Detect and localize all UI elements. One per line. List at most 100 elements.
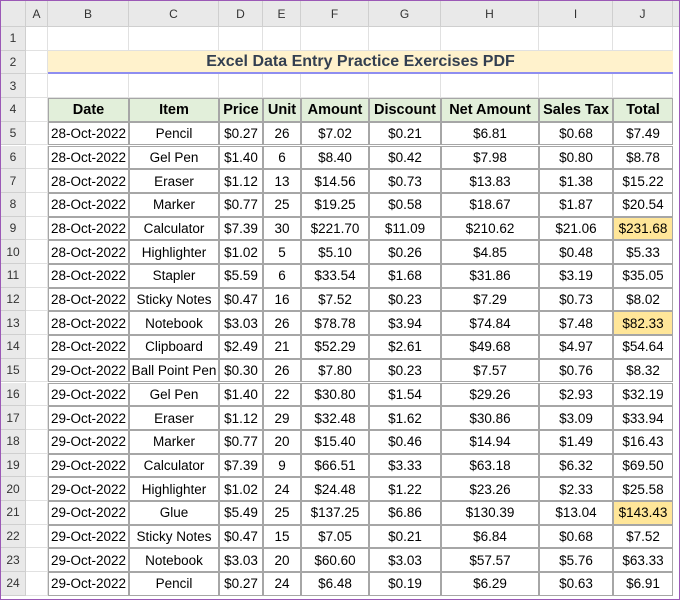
- cell[interactable]: [26, 50, 48, 75]
- cell[interactable]: [539, 27, 613, 51]
- table-cell[interactable]: 26: [263, 358, 301, 383]
- table-cell[interactable]: $2.49: [219, 335, 263, 359]
- table-cell[interactable]: $7.48: [539, 311, 613, 336]
- table-cell[interactable]: 28-Oct-2022: [48, 311, 129, 336]
- table-cell[interactable]: 28-Oct-2022: [48, 145, 129, 170]
- table-cell[interactable]: $35.05: [613, 264, 673, 288]
- table-cell[interactable]: 29-Oct-2022: [48, 548, 129, 573]
- cell[interactable]: [26, 169, 48, 193]
- table-cell[interactable]: 28-Oct-2022: [48, 240, 129, 264]
- table-cell[interactable]: $6.81: [441, 121, 539, 146]
- cell[interactable]: [26, 382, 48, 407]
- row-header[interactable]: 13: [1, 311, 26, 336]
- table-cell[interactable]: $7.57: [441, 358, 539, 383]
- table-cell[interactable]: $13.04: [539, 501, 613, 525]
- table-cell[interactable]: $5.10: [301, 240, 369, 264]
- cell[interactable]: [26, 145, 48, 170]
- table-cell[interactable]: Highlighter: [129, 477, 219, 501]
- table-cell[interactable]: $57.57: [441, 548, 539, 573]
- table-cell[interactable]: 25: [263, 192, 301, 217]
- cell[interactable]: [219, 27, 263, 51]
- table-cell[interactable]: 21: [263, 335, 301, 359]
- cell[interactable]: [219, 74, 263, 99]
- table-cell[interactable]: $74.84: [441, 311, 539, 336]
- table-cell[interactable]: $137.25: [301, 501, 369, 525]
- table-cell[interactable]: $4.85: [441, 240, 539, 264]
- table-cell[interactable]: $1.22: [369, 477, 441, 501]
- row-header[interactable]: 8: [1, 192, 26, 217]
- cell[interactable]: [441, 74, 539, 99]
- table-cell[interactable]: Marker: [129, 429, 219, 454]
- cell[interactable]: [26, 240, 48, 264]
- table-cell[interactable]: Gel Pen: [129, 382, 219, 407]
- table-cell[interactable]: $0.63: [539, 572, 613, 596]
- table-cell[interactable]: $7.02: [301, 121, 369, 146]
- table-cell[interactable]: $2.61: [369, 335, 441, 359]
- column-header[interactable]: H: [441, 1, 539, 27]
- table-cell[interactable]: $5.33: [613, 240, 673, 264]
- table-cell[interactable]: $0.77: [219, 192, 263, 217]
- table-cell[interactable]: $60.60: [301, 548, 369, 573]
- table-cell[interactable]: $1.62: [369, 406, 441, 430]
- cell[interactable]: [129, 27, 219, 51]
- table-cell[interactable]: 29: [263, 406, 301, 430]
- table-cell[interactable]: $30.86: [441, 406, 539, 430]
- table-cell[interactable]: $0.68: [539, 121, 613, 146]
- table-cell[interactable]: $6.29: [441, 572, 539, 596]
- table-cell[interactable]: 29-Oct-2022: [48, 453, 129, 478]
- table-cell[interactable]: $63.18: [441, 453, 539, 478]
- table-cell[interactable]: $63.33: [613, 548, 673, 573]
- table-cell[interactable]: $33.54: [301, 264, 369, 288]
- table-cell[interactable]: $8.78: [613, 145, 673, 170]
- table-cell[interactable]: $11.09: [369, 216, 441, 241]
- table-cell[interactable]: $1.40: [219, 382, 263, 407]
- table-cell[interactable]: $0.68: [539, 524, 613, 549]
- table-cell[interactable]: 29-Oct-2022: [48, 501, 129, 525]
- table-cell[interactable]: $2.33: [539, 477, 613, 501]
- table-cell[interactable]: 28-Oct-2022: [48, 287, 129, 312]
- table-cell[interactable]: 28-Oct-2022: [48, 121, 129, 146]
- row-header[interactable]: 23: [1, 548, 26, 573]
- table-cell[interactable]: $32.19: [613, 382, 673, 407]
- table-cell[interactable]: Eraser: [129, 406, 219, 430]
- column-header[interactable]: J: [613, 1, 673, 27]
- table-cell[interactable]: $6.86: [369, 501, 441, 525]
- table-cell[interactable]: 29-Oct-2022: [48, 382, 129, 407]
- table-cell[interactable]: $7.05: [301, 524, 369, 549]
- table-cell[interactable]: Notebook: [129, 311, 219, 336]
- table-cell[interactable]: $7.80: [301, 358, 369, 383]
- table-cell[interactable]: $69.50: [613, 453, 673, 478]
- table-cell[interactable]: $1.02: [219, 240, 263, 264]
- table-cell[interactable]: $0.58: [369, 192, 441, 217]
- table-cell[interactable]: 26: [263, 311, 301, 336]
- cell[interactable]: [48, 74, 129, 99]
- table-cell[interactable]: $18.67: [441, 192, 539, 217]
- table-cell[interactable]: $6.84: [441, 524, 539, 549]
- table-cell[interactable]: $24.48: [301, 477, 369, 501]
- table-cell[interactable]: $29.26: [441, 382, 539, 407]
- table-cell[interactable]: $0.42: [369, 145, 441, 170]
- table-cell[interactable]: $3.94: [369, 311, 441, 336]
- table-cell[interactable]: $221.70: [301, 216, 369, 241]
- table-cell[interactable]: $82.33: [613, 311, 673, 336]
- table-cell[interactable]: 29-Oct-2022: [48, 429, 129, 454]
- table-cell[interactable]: Notebook: [129, 548, 219, 573]
- table-cell[interactable]: 29-Oct-2022: [48, 406, 129, 430]
- table-cell[interactable]: 30: [263, 216, 301, 241]
- cell[interactable]: [26, 98, 48, 122]
- cell[interactable]: [26, 572, 48, 596]
- table-cell[interactable]: $1.54: [369, 382, 441, 407]
- row-header[interactable]: 17: [1, 406, 26, 430]
- row-header[interactable]: 24: [1, 572, 26, 596]
- row-header[interactable]: 12: [1, 287, 26, 312]
- table-cell[interactable]: $5.59: [219, 264, 263, 288]
- column-header[interactable]: C: [129, 1, 219, 27]
- table-cell[interactable]: $5.49: [219, 501, 263, 525]
- table-cell[interactable]: Pencil: [129, 572, 219, 596]
- row-header[interactable]: 22: [1, 524, 26, 549]
- table-cell[interactable]: $3.33: [369, 453, 441, 478]
- table-cell[interactable]: $66.51: [301, 453, 369, 478]
- table-cell[interactable]: $78.78: [301, 311, 369, 336]
- table-cell[interactable]: $54.64: [613, 335, 673, 359]
- table-cell[interactable]: 13: [263, 169, 301, 193]
